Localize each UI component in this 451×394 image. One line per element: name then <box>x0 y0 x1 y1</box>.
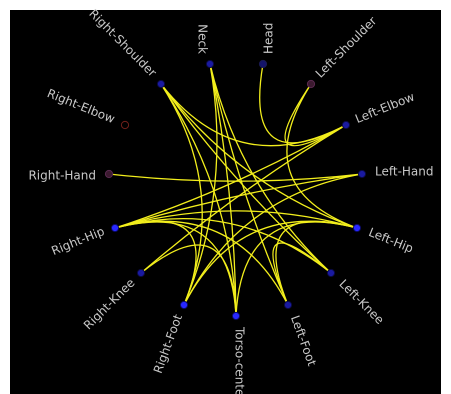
node-right-elbow <box>120 120 130 130</box>
node-left-knee <box>326 268 336 278</box>
edges-layer <box>108 63 363 317</box>
node-torso-center <box>231 311 241 321</box>
edge-left-hand-right-hip <box>114 173 363 229</box>
edge-right-shoulder-left-hip <box>160 83 358 229</box>
node-left-hip <box>352 223 362 233</box>
label-neck: Neck <box>196 24 210 54</box>
label-head: Head <box>262 23 276 54</box>
label-torso-center: Torso-cente <box>233 326 247 394</box>
node-right-knee <box>136 268 146 278</box>
edge-neck-left-foot <box>209 63 289 306</box>
node-right-shoulder <box>156 79 166 89</box>
node-neck <box>205 59 215 69</box>
edge-left-hip-right-hip <box>114 210 358 229</box>
node-left-hand <box>357 169 367 179</box>
edge-left-shoulder-left-hip <box>286 83 358 229</box>
node-left-elbow <box>341 120 351 130</box>
nodes-layer <box>104 59 367 321</box>
node-right-hip <box>110 223 120 233</box>
node-left-foot <box>283 300 293 310</box>
label-left-hand: Left-Hand <box>375 165 434 179</box>
edge-left-hand-right-foot <box>183 173 363 306</box>
label-right-hand: Right-Hand <box>28 169 96 183</box>
edge-right-foot-right-hip <box>114 220 197 306</box>
edge-right-shoulder-torso-center <box>160 83 237 317</box>
node-left-shoulder <box>306 79 316 89</box>
edge-neck-right-foot <box>183 63 218 306</box>
edge-left-knee-left-foot <box>272 242 332 306</box>
edge-neck-torso-center <box>209 63 237 317</box>
plot-background <box>10 10 441 394</box>
edge-torso-center-right-knee <box>140 244 237 317</box>
edge-neck-left-knee <box>209 63 332 274</box>
node-right-hand <box>104 169 114 179</box>
edge-left-elbow-right-hip <box>114 124 347 229</box>
node-head <box>258 59 268 69</box>
edge-left-hand-right-hand <box>108 173 363 182</box>
edge-right-shoulder-left-elbow <box>160 83 347 147</box>
node-right-foot <box>179 300 189 310</box>
